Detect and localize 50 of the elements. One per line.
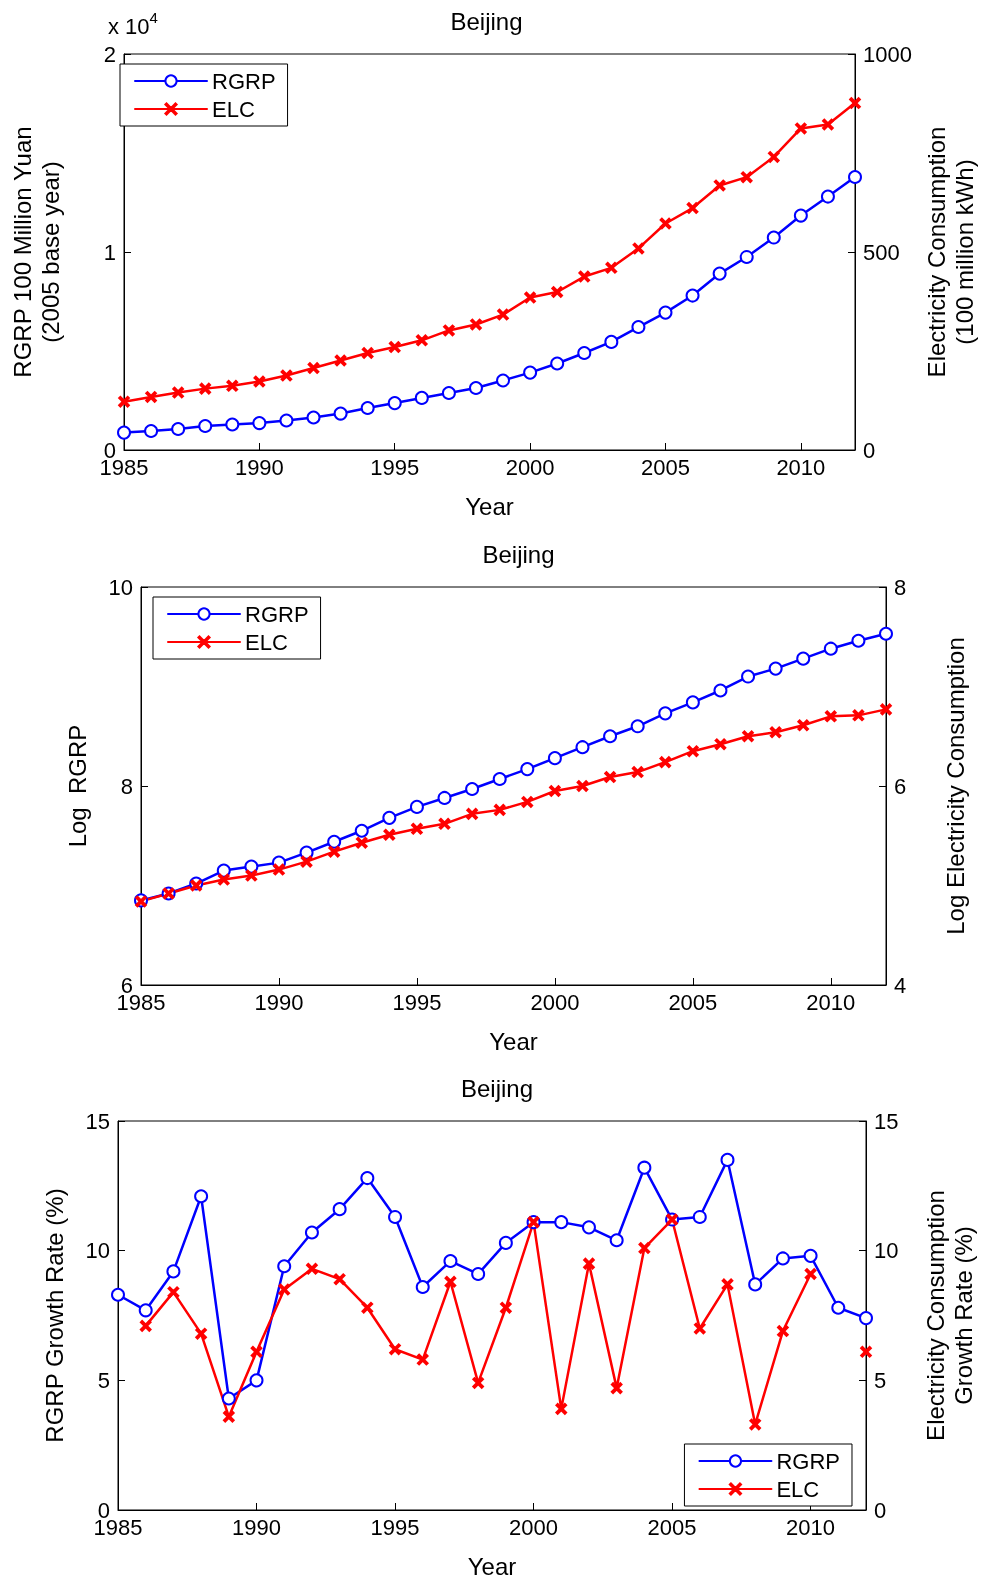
y-tick-label: 5 bbox=[97, 1367, 110, 1393]
legend-label: RGRP bbox=[212, 68, 276, 94]
chart-title: Beijing bbox=[482, 540, 555, 568]
y-tick-label: 10 bbox=[108, 574, 133, 600]
x-tick-label: 1990 bbox=[254, 989, 304, 1015]
x-tick-label: 2005 bbox=[641, 454, 690, 480]
x-tick-label: 2000 bbox=[509, 1514, 559, 1540]
y-axis-title: Log RGRP bbox=[63, 724, 91, 848]
y-tick-label: 8 bbox=[120, 773, 133, 799]
y2-tick-label: 15 bbox=[874, 1108, 899, 1134]
y-tick-label: 10 bbox=[85, 1238, 110, 1264]
chart-title: Beijing bbox=[450, 7, 523, 35]
chart-title: Beijing bbox=[460, 1074, 534, 1102]
y2-tick-label: 6 bbox=[894, 773, 907, 799]
y2-axis-title: Electricity Consumption (100 million kWh) bbox=[923, 126, 979, 378]
y-tick-label: 15 bbox=[85, 1108, 110, 1134]
y2-axis-title: Log Electricity Consumption bbox=[941, 637, 969, 935]
x-axis-title: Year bbox=[489, 1027, 538, 1055]
x-axis-title: Year bbox=[467, 1552, 517, 1580]
x-tick-label: 2005 bbox=[647, 1514, 697, 1540]
y2-tick-label: 10 bbox=[874, 1238, 899, 1264]
x-tick-label: 1995 bbox=[370, 1514, 420, 1540]
x-tick-label: 2010 bbox=[806, 989, 856, 1015]
x-tick-label: 1995 bbox=[392, 989, 442, 1015]
y2-tick-label: 0 bbox=[863, 437, 876, 463]
y2-axis-title: Electricity Consumption Growth Rate (%) bbox=[921, 1190, 977, 1441]
legend-label: RGRP bbox=[245, 601, 309, 627]
x-axis-title: Year bbox=[465, 492, 514, 520]
y2-tick-label: 0 bbox=[874, 1497, 887, 1523]
y2-tick-label: 5 bbox=[874, 1367, 887, 1393]
y-axis-title: RGRP Growth Rate (%) bbox=[40, 1188, 68, 1443]
y2-tick-label: 500 bbox=[863, 239, 900, 265]
y-tick-label: 1 bbox=[103, 239, 116, 265]
x-tick-label: 1990 bbox=[232, 1514, 281, 1540]
y2-tick-label: 1000 bbox=[863, 41, 912, 67]
y-tick-label: 2 bbox=[103, 41, 116, 67]
legend-label: RGRP bbox=[776, 1448, 840, 1474]
x-tick-label: 2000 bbox=[530, 989, 580, 1015]
x-tick-label: 2010 bbox=[786, 1514, 836, 1540]
legend-label: ELC bbox=[245, 629, 288, 655]
y2-tick-label: 8 bbox=[894, 574, 907, 600]
x-tick-label: 2000 bbox=[505, 454, 555, 480]
y2-tick-label: 4 bbox=[894, 972, 907, 998]
legend-label: ELC bbox=[212, 96, 255, 122]
x-tick-label: 2010 bbox=[776, 454, 826, 480]
y-axis-title: RGRP 100 Million Yuan (2005 base year) bbox=[8, 126, 64, 378]
x-tick-label: 1990 bbox=[234, 454, 284, 480]
x-tick-label: 2005 bbox=[668, 989, 718, 1015]
legend-label: ELC bbox=[776, 1476, 820, 1502]
x-tick-label: 1995 bbox=[370, 454, 420, 480]
